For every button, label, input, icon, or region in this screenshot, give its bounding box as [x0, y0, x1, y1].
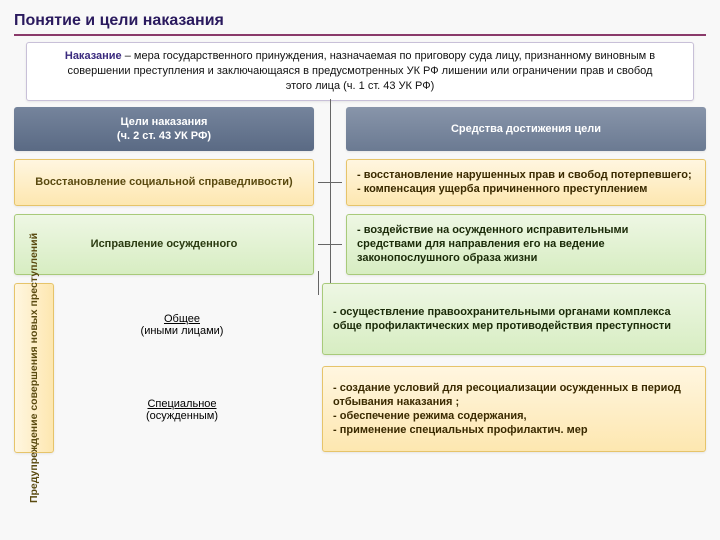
- definition-term: Наказание: [65, 50, 122, 62]
- sub-special-rest: (осужденным): [146, 410, 218, 422]
- goal-prevention-label: Предупреждение совершения новых преступл…: [28, 233, 40, 503]
- sub-general-rest: (иными лицами): [141, 325, 224, 337]
- definition-box: Наказание – мера государственного принуж…: [26, 42, 694, 101]
- row-correction: Исправление осужденного - воздействие на…: [14, 214, 706, 275]
- means-header: Средства достижения цели: [346, 107, 706, 152]
- goals-header: Цели наказания (ч. 2 ст. 43 УК РФ): [14, 107, 314, 152]
- definition-text: – мера государственного принуждения, наз…: [68, 50, 656, 92]
- means-special: - создание условий для ресоциализации ос…: [322, 366, 706, 452]
- means-justice: - восстановление нарушенных прав и свобо…: [346, 159, 706, 206]
- header-row: Цели наказания (ч. 2 ст. 43 УК РФ) Средс…: [14, 107, 706, 152]
- goal-prevention-vertical: Предупреждение совершения новых преступл…: [14, 283, 54, 453]
- sub-general-underline: Общее: [164, 313, 200, 325]
- prevention-zone: Предупреждение совершения новых преступл…: [14, 283, 706, 453]
- goal-correction: Исправление осужденного: [14, 214, 314, 275]
- page-title: Понятие и цели наказания: [14, 12, 706, 36]
- sub-special: Специальное (осужденным): [62, 394, 302, 426]
- row-justice: Восстановление социальной справедливости…: [14, 159, 706, 206]
- goal-justice: Восстановление социальной справедливости…: [14, 159, 314, 206]
- means-correction: - воздействие на осужденного исправитель…: [346, 214, 706, 275]
- means-general: - осуществление правоохранительными орга…: [322, 283, 706, 355]
- sub-general: Общее (иными лицами): [62, 309, 302, 341]
- sub-special-underline: Специальное: [147, 398, 216, 410]
